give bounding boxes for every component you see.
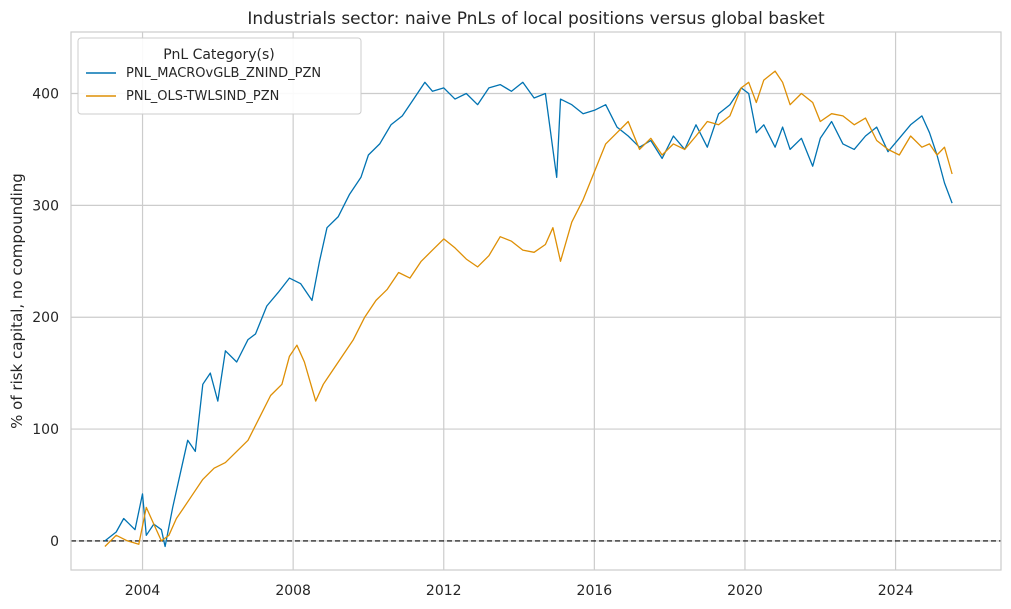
y-tick-label: 0	[50, 534, 59, 550]
x-tick-label: 2008	[275, 583, 311, 599]
y-tick-label: 300	[32, 198, 59, 214]
legend-box	[77, 37, 362, 115]
y-axis-label: % of risk capital, no compounding	[8, 173, 26, 429]
series-line-2	[104, 70, 953, 547]
x-tick-label: 2012	[426, 583, 462, 599]
y-axis-ticks: 0 100 200 300 400	[32, 87, 59, 550]
plot-area-frame	[70, 31, 1002, 571]
x-tick-label: 2024	[878, 583, 914, 599]
y-tick-label: 400	[32, 87, 59, 103]
legend-title: PnL Category(s)	[163, 47, 275, 63]
x-axis-ticks: 2004 2008 2012 2016 2020 2024	[125, 583, 914, 599]
series-lines	[104, 70, 953, 548]
x-tick-label: 2004	[125, 583, 161, 599]
legend-label-1: PNL_MACROvGLB_ZNIND_PZN	[126, 66, 321, 81]
grid	[71, 32, 1001, 570]
chart-title: Industrials sector: naive PnLs of local …	[247, 9, 825, 29]
x-tick-label: 2016	[577, 583, 613, 599]
legend-items: PNL_MACROvGLB_ZNIND_PZN PNL_OLS-TWLSIND_P…	[86, 66, 321, 104]
legend: PnL Category(s) PNL_MACROvGLB_ZNIND_PZNP…	[77, 37, 362, 115]
legend-label-2: PNL_OLS-TWLSIND_PZN	[126, 89, 279, 104]
x-tick-label: 2020	[727, 583, 763, 599]
series-line-1	[104, 81, 953, 548]
y-tick-label: 100	[32, 422, 59, 438]
y-tick-label: 200	[32, 310, 59, 326]
